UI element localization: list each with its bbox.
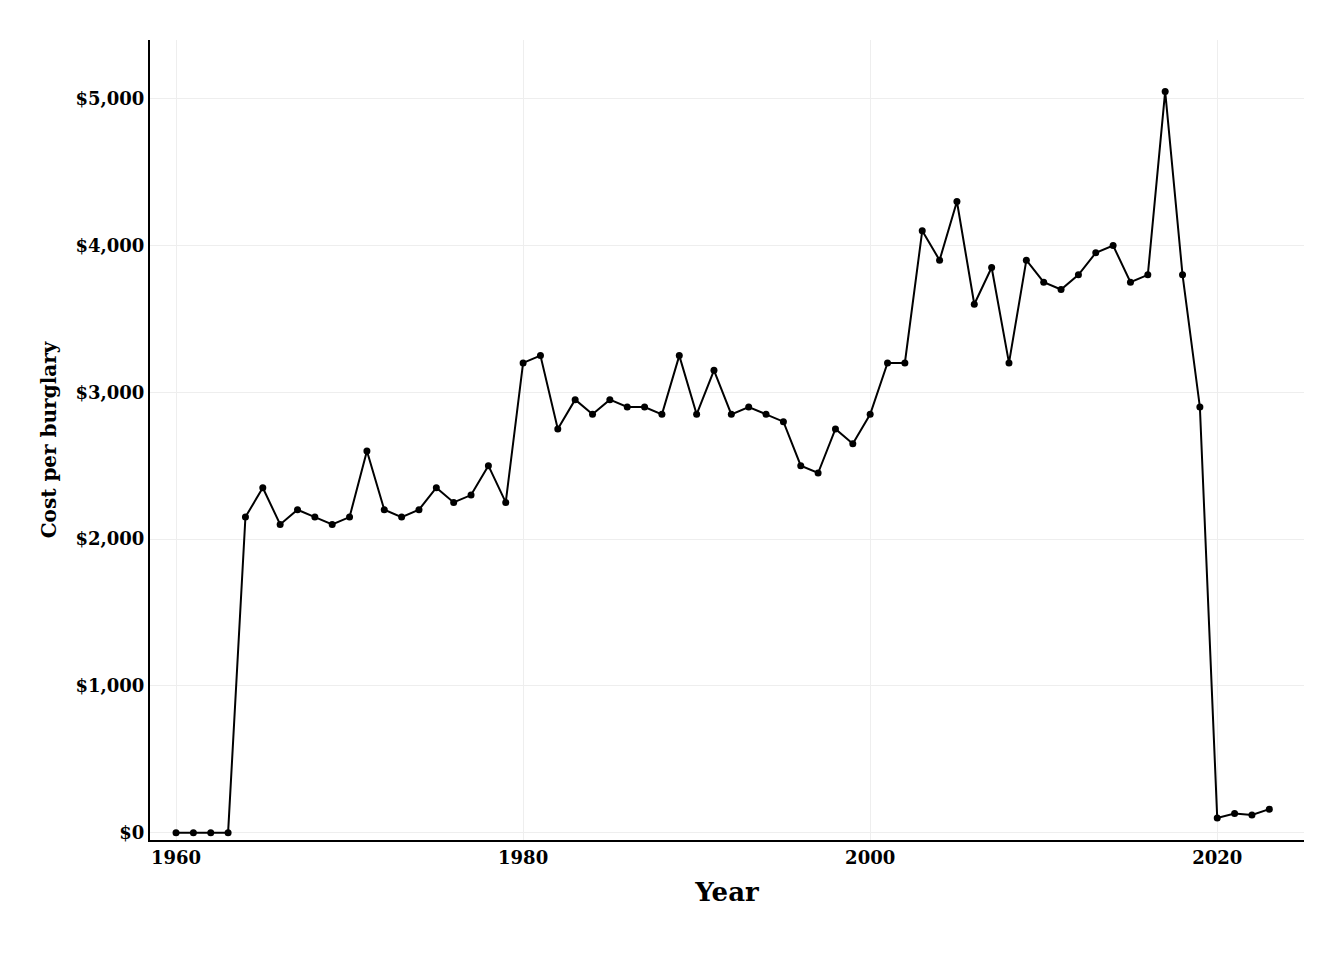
svg-text:$3,000: $3,000 — [76, 382, 145, 403]
svg-text:1960: 1960 — [151, 847, 201, 868]
svg-text:2020: 2020 — [1192, 847, 1242, 868]
svg-text:Year: Year — [694, 877, 759, 907]
svg-text:$2,000: $2,000 — [76, 528, 145, 549]
svg-text:$1,000: $1,000 — [76, 675, 145, 696]
svg-text:Cost per burglary: Cost per burglary — [37, 340, 61, 538]
svg-text:$0: $0 — [119, 822, 144, 843]
svg-text:2000: 2000 — [845, 847, 895, 868]
svg-text:$4,000: $4,000 — [76, 235, 145, 256]
svg-text:$5,000: $5,000 — [76, 88, 145, 109]
svg-text:1980: 1980 — [498, 847, 548, 868]
